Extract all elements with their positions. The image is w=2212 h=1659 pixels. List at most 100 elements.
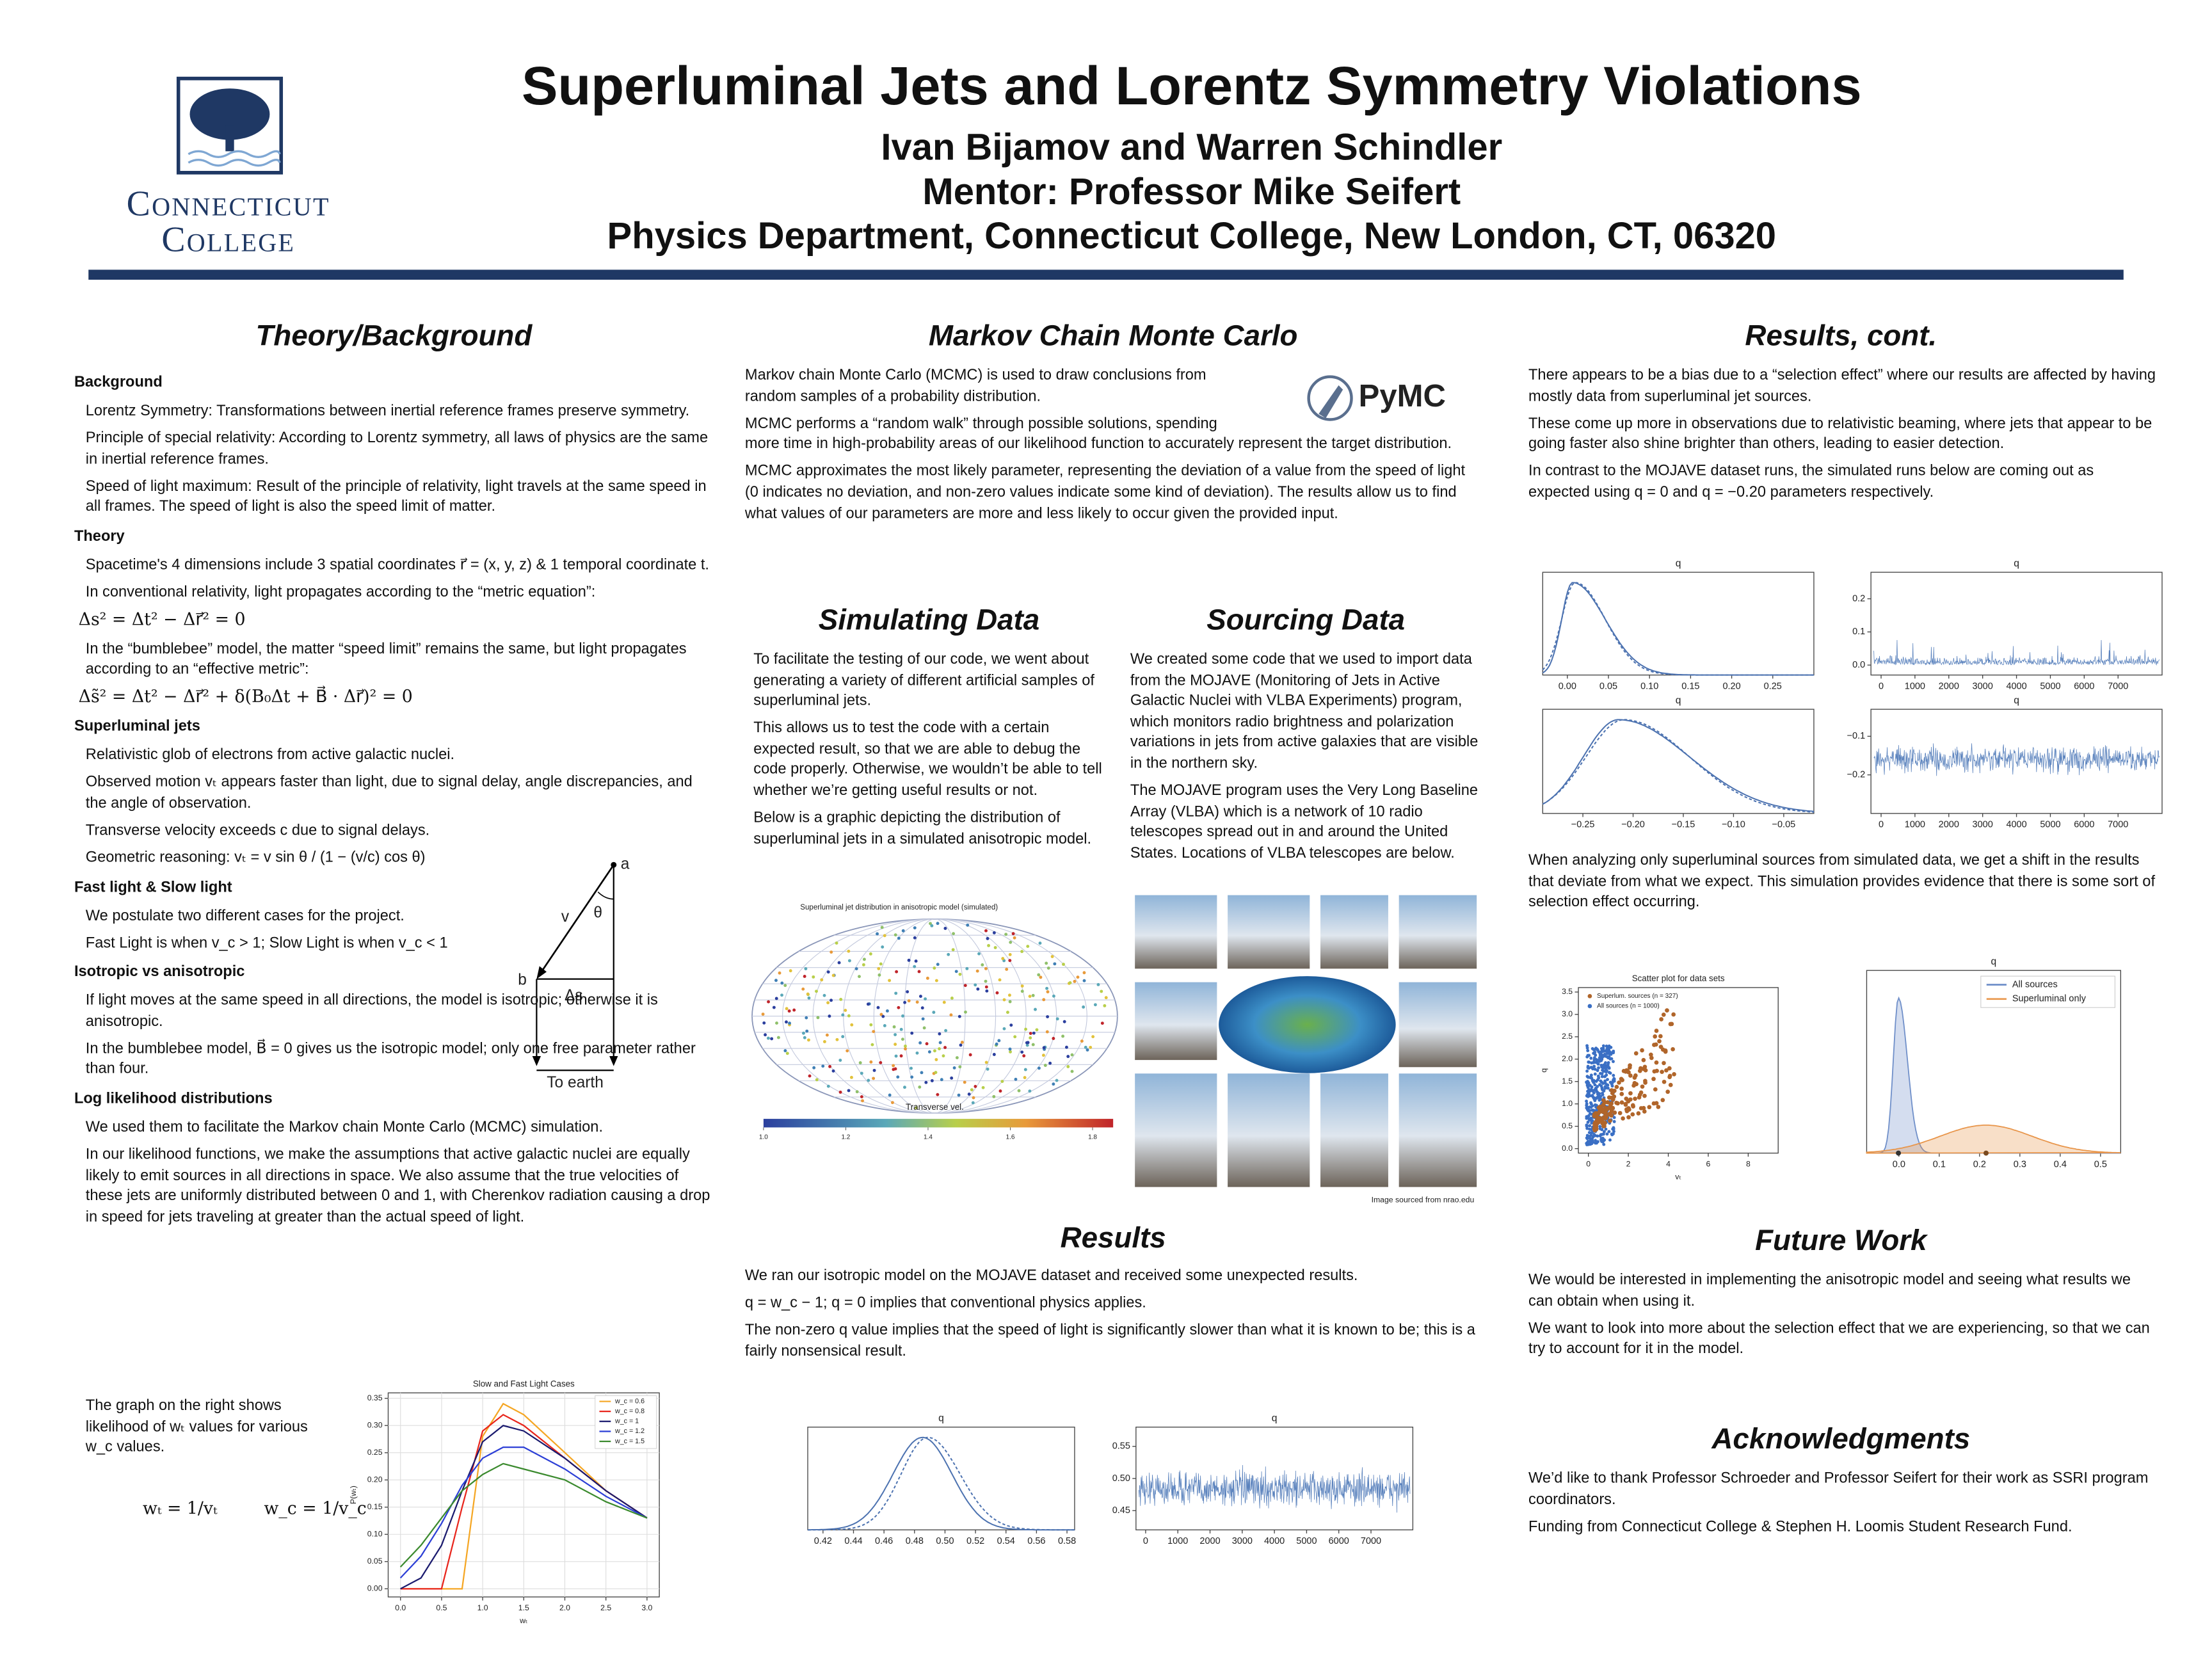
scatter-point — [1592, 1078, 1596, 1082]
sky-point — [925, 1042, 929, 1046]
colorbar — [763, 1119, 1114, 1128]
scatter-point — [1585, 1099, 1589, 1103]
sky-point — [984, 985, 988, 989]
legend-label: w_c = 1 — [614, 1418, 639, 1425]
scatter-point — [1641, 1057, 1646, 1062]
subsection-title: Log likelihood distributions — [74, 1090, 273, 1108]
scatter-point — [1602, 1130, 1606, 1134]
logo-icon — [1318, 385, 1343, 419]
subsection-title: Superluminal jets — [74, 717, 200, 735]
graph-note: The graph on the right shows likelihood … — [86, 1396, 328, 1465]
x-tick-label: 1000 — [1167, 1536, 1188, 1546]
x-tick-label: 0.1 — [1933, 1159, 1946, 1169]
sky-point — [1022, 1054, 1026, 1058]
x-tick-label: 4000 — [2006, 681, 2026, 691]
scatter-point — [1636, 1111, 1641, 1116]
sky-point — [860, 1071, 863, 1075]
diagram-label: To earth — [547, 1074, 604, 1091]
sky-point — [986, 1067, 990, 1071]
telescope-photo — [1134, 981, 1218, 1061]
sky-point — [930, 1079, 934, 1082]
authors: Ivan Bijamov and Warren Schindler — [881, 125, 1503, 169]
scatter-point — [1639, 1106, 1644, 1110]
sky-point — [907, 958, 911, 962]
sky-point — [801, 1031, 805, 1035]
x-tick-label: 2 — [1626, 1160, 1631, 1169]
paragraph: MCMC performs a “random walk” through po… — [744, 415, 1452, 453]
sky-point — [1052, 1037, 1055, 1040]
telescope-photo — [1134, 894, 1218, 970]
plot-frame — [1578, 987, 1779, 1154]
telescope-photo — [1226, 1073, 1311, 1188]
image-credit: Image sourced from nrao.edu — [1372, 1195, 1475, 1204]
series-line — [399, 1463, 648, 1567]
sky-point — [995, 991, 999, 995]
paragraph: Lorentz Symmetry: Transformations betwee… — [85, 402, 690, 420]
sky-point — [960, 1041, 964, 1044]
scatter-point — [1626, 1115, 1631, 1119]
x-tick-label: 0.56 — [1027, 1536, 1045, 1546]
scatter-point — [1628, 1073, 1633, 1078]
sky-point — [831, 1069, 835, 1073]
sky-point — [942, 1000, 946, 1004]
x-tick-label: 0.58 — [1058, 1536, 1076, 1546]
scatter-point — [1600, 1053, 1603, 1057]
sky-point — [894, 1043, 897, 1046]
paragraph: There appears to be a bias due to a “sel… — [1528, 367, 2156, 405]
sky-point — [1023, 1076, 1027, 1080]
x-tick-label: 4000 — [2006, 820, 2026, 830]
y-tick-label: 0.2 — [1852, 593, 1865, 604]
sky-point — [918, 1041, 922, 1045]
sky-point — [815, 990, 818, 993]
scatter-point — [1598, 1116, 1603, 1121]
sky-point — [780, 993, 783, 997]
plot-frame — [1135, 1427, 1414, 1530]
sky-point — [774, 979, 778, 982]
scatter-point — [1653, 1087, 1658, 1092]
scatter-point — [1606, 1050, 1610, 1054]
results-cont-text: There appears to be a bias due to a “sel… — [1528, 365, 2160, 509]
sky-point — [804, 967, 808, 970]
scatter-point — [1600, 1072, 1604, 1076]
scatter-point — [1620, 1078, 1624, 1082]
legend-label: w_c = 1.5 — [614, 1438, 645, 1445]
x-tick-label: 2000 — [1199, 1536, 1220, 1546]
sky-point — [1084, 1045, 1087, 1049]
sky-point — [1029, 1032, 1032, 1036]
scatter-point — [1608, 1057, 1612, 1061]
sky-point — [1024, 1027, 1028, 1031]
x-tick-label: 0.10 — [1640, 681, 1658, 691]
scatter-point — [1627, 1065, 1632, 1070]
mentor: Mentor: Professor Mike Seifert — [922, 170, 1461, 213]
sky-point — [828, 1014, 831, 1018]
sky-point — [913, 936, 917, 940]
scatter-point — [1597, 1050, 1601, 1054]
section-heading: Future Work — [1755, 1224, 1927, 1258]
plot-frame — [1870, 572, 2163, 676]
scatter-point — [1594, 1127, 1599, 1132]
plot-frame — [807, 1427, 1075, 1530]
sky-point — [876, 1006, 880, 1009]
scatter-point — [1612, 1130, 1615, 1134]
sky-point — [892, 1025, 896, 1029]
sky-point — [913, 926, 917, 930]
scatter-point — [1604, 1061, 1607, 1064]
scatter-point — [1601, 1068, 1605, 1072]
scatter-point — [1587, 1060, 1591, 1064]
y-tick-label: −0.2 — [1847, 769, 1866, 780]
sky-point — [808, 1074, 812, 1078]
scatter-point — [1592, 1051, 1596, 1055]
x-tick-label: 2.0 — [559, 1603, 570, 1612]
poster-title: Superluminal Jets and Lorentz Symmetry V… — [521, 57, 1862, 117]
scatter-point — [1587, 1131, 1591, 1134]
scatter-point — [1614, 1084, 1619, 1089]
scatter-point — [1592, 1112, 1597, 1118]
x-tick-label: −0.05 — [1772, 820, 1796, 830]
section-heading: Theory/Background — [255, 319, 533, 353]
scatter-point — [1585, 1081, 1589, 1085]
section-heading: Results — [1060, 1221, 1166, 1254]
scatter-point — [1602, 1089, 1606, 1093]
figure-title: Superluminal jet distribution in anisotr… — [800, 904, 998, 911]
sky-point — [767, 1000, 771, 1004]
sky-point — [822, 1040, 826, 1043]
